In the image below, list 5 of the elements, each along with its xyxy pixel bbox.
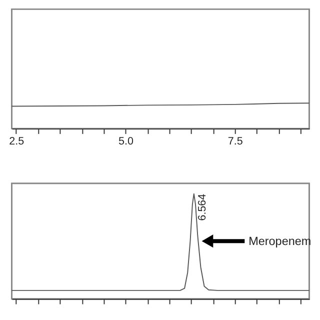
x-tick-label: 2.5: [9, 136, 24, 148]
x-tick-label: 5.0: [118, 136, 134, 148]
x-tick-label: 7.5: [228, 136, 243, 148]
annotation: Meropenem: [248, 235, 312, 248]
annotation: 6.564: [196, 194, 209, 221]
